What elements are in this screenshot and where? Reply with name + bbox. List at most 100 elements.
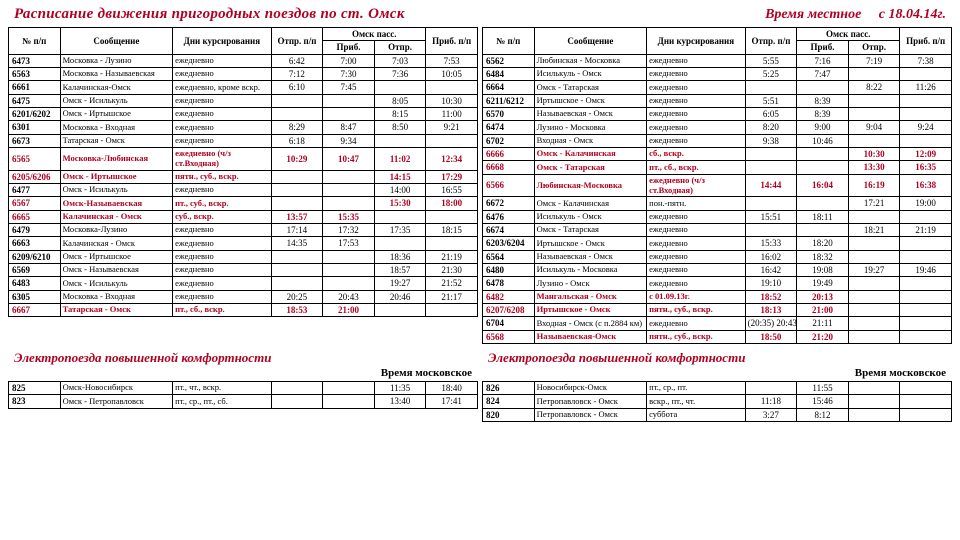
table-row: 824Петропавловск - Омсквскр., пт., чт.11… (483, 395, 952, 408)
table-head: № п/п Сообщение Дни курсирования Отпр. п… (483, 28, 952, 55)
cell-time: 19:49 (797, 277, 849, 290)
cell-time: 18:21 (848, 224, 900, 237)
cell-num: 6474 (483, 121, 535, 134)
table-row: 823Омск - Петропавловскпт., ср., пт., сб… (9, 395, 478, 408)
cell-route: Исилькуль - Омск (534, 210, 647, 223)
cell-time (374, 134, 426, 147)
cell-route: Лузино - Московка (534, 121, 647, 134)
cell-days: ежедневно (173, 250, 272, 263)
table-row: 6664Омск - Татарскаяежедневно8:2211:26 (483, 81, 952, 94)
cell-days: сб., вскр. (647, 148, 746, 161)
col-stop: Омск пасс. (797, 28, 900, 41)
col-days: Дни курсирования (647, 28, 746, 55)
cell-time (271, 108, 323, 121)
cell-time: 14:15 (374, 170, 426, 183)
cell-time: 7:36 (374, 68, 426, 81)
cell-num: 6664 (483, 81, 535, 94)
cell-time: 10:29 (271, 148, 323, 171)
cell-time: 6:42 (271, 54, 323, 67)
cell-num: 6569 (9, 264, 61, 277)
cell-time (848, 290, 900, 303)
cell-num: 6479 (9, 224, 61, 237)
cell-days: ежедневно (647, 54, 746, 67)
cell-time (745, 148, 797, 161)
cell-days: ежедневно (647, 210, 746, 223)
cell-time: 9:24 (900, 121, 952, 134)
cell-time: 15:33 (745, 237, 797, 250)
cell-time (271, 264, 323, 277)
cell-route: Петропавловск - Омск (534, 395, 647, 408)
cell-num: 6201/6202 (9, 108, 61, 121)
cell-time (848, 210, 900, 223)
cell-time (323, 250, 375, 263)
cell-num: 6207/6208 (483, 304, 535, 317)
cell-time: 15:30 (374, 197, 426, 210)
cell-route: Калачинская-Омск (60, 81, 173, 94)
cell-time: 14:35 (271, 237, 323, 250)
cell-time (797, 161, 849, 174)
cell-time (745, 382, 797, 395)
table-row: 6704Входная - Омск (с п.2884 км)ежедневн… (483, 317, 952, 330)
cell-time (271, 250, 323, 263)
cell-time: 21:30 (426, 264, 478, 277)
cell-time (271, 197, 323, 210)
cell-days: ежедневно (647, 108, 746, 121)
cell-route: Входная - Омск (534, 134, 647, 147)
cell-days: суб., вскр. (173, 210, 272, 223)
cell-time: 21:20 (797, 330, 849, 343)
cell-num: 6203/6204 (483, 237, 535, 250)
cell-time (374, 304, 426, 317)
schedule-table-left: № п/п Сообщение Дни курсирования Отпр. п… (8, 27, 478, 317)
cell-days: ежедневно (173, 134, 272, 147)
cell-days: пт., ср., пт. (647, 382, 746, 395)
cell-days: ежедневно (173, 54, 272, 67)
cell-num: 6484 (483, 68, 535, 81)
cell-time: 18:40 (426, 382, 478, 395)
cell-days: ежедневно (ч/з ст.Входная) (647, 174, 746, 197)
cell-num: 6205/6206 (9, 170, 61, 183)
cell-time (848, 94, 900, 107)
cell-num: 6209/6210 (9, 250, 61, 263)
cell-time (848, 304, 900, 317)
cell-time: 15:51 (745, 210, 797, 223)
cell-time (426, 237, 478, 250)
col-stop: Омск пасс. (323, 28, 426, 41)
cell-time (745, 197, 797, 210)
cell-time (745, 81, 797, 94)
table-row: 6474Лузино - Московкаежедневно8:209:009:… (483, 121, 952, 134)
cell-days: с 01.09.13г. (647, 290, 746, 303)
table-row: 6301Московка - Входнаяежедневно8:298:478… (9, 121, 478, 134)
cell-num: 6475 (9, 94, 61, 107)
cell-num: 6570 (483, 108, 535, 121)
cell-num: 6704 (483, 317, 535, 330)
cell-time (900, 330, 952, 343)
cell-route: Омск - Татарская (534, 224, 647, 237)
cell-days: ежедневно (173, 264, 272, 277)
cell-time: 14:44 (745, 174, 797, 197)
cell-time (848, 237, 900, 250)
table-row: 6665Калачинская - Омсксуб., вскр.13:5715… (9, 210, 478, 223)
table-row: 6476Исилькуль - Омскежедневно15:5118:11 (483, 210, 952, 223)
cell-time: 7:00 (323, 54, 375, 67)
table-row: 6475Омск - Исилькульежедневно8:0510:30 (9, 94, 478, 107)
cell-route: Иртышское - Омск (534, 304, 647, 317)
cell-days: ежедневно (647, 237, 746, 250)
col-num: № п/п (483, 28, 535, 55)
cell-num: 6483 (9, 277, 61, 290)
cell-time: 18:15 (426, 224, 478, 237)
table-row: 6201/6202Омск - Иртышскоеежедневно8:1511… (9, 108, 478, 121)
cell-route: Омск - Калачинская (534, 148, 647, 161)
cell-time (271, 277, 323, 290)
cell-time: 6:18 (271, 134, 323, 147)
table-row: 6672Омск - Калачинскаяпон.-пятн.17:2119:… (483, 197, 952, 210)
cell-time: 18:11 (797, 210, 849, 223)
cell-route: Входная - Омск (с п.2884 км) (534, 317, 647, 330)
cell-time (323, 264, 375, 277)
cell-num: 6478 (483, 277, 535, 290)
col-arr-in: Приб. (797, 41, 849, 54)
cell-route: Московка-Лузино (60, 224, 173, 237)
cell-time: 17:53 (323, 237, 375, 250)
cell-time (848, 330, 900, 343)
cell-time (848, 277, 900, 290)
cell-time: 8:20 (745, 121, 797, 134)
